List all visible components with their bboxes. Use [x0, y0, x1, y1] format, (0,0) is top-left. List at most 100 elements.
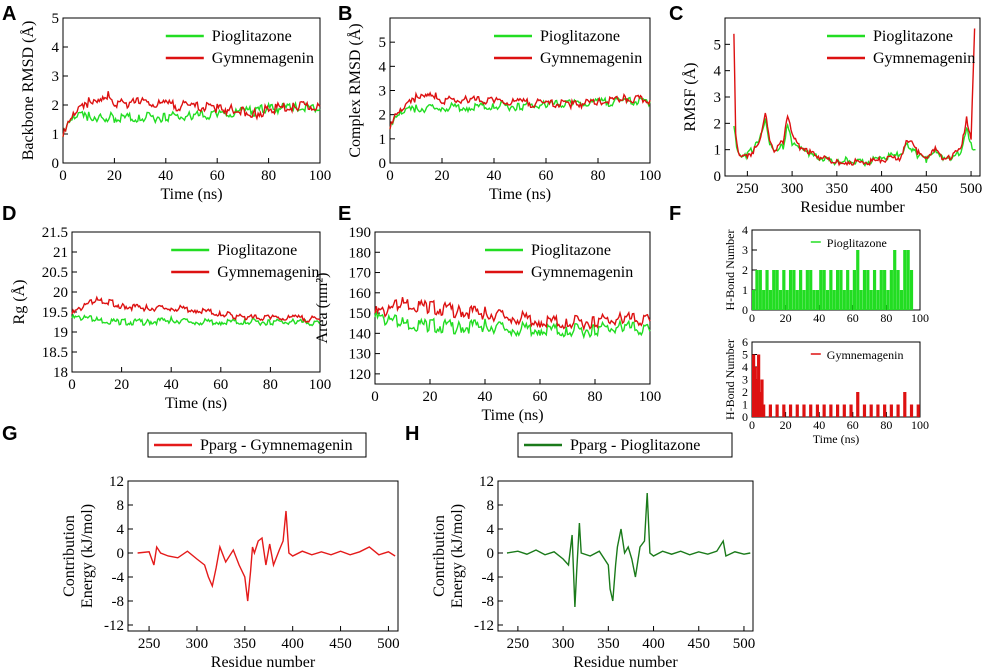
hbond-bar: [785, 290, 789, 310]
x-tick-label: 100: [309, 377, 332, 393]
panel-e: 0 20 40 60 80 100 120 130 140 150 160 170 180 190 Time…: [314, 225, 661, 424]
y-tick-label: 21.5: [42, 225, 68, 241]
y-axis-label: H-Bond Number: [723, 230, 737, 311]
hbond-bar: [829, 404, 833, 417]
y-tick-label: 1: [742, 283, 748, 297]
hbond-bar: [782, 404, 786, 417]
y-tick-label: 4: [379, 59, 387, 75]
hbond-bar: [876, 290, 880, 310]
hbond-bar: [862, 270, 867, 310]
x-tick-label: 20: [423, 389, 438, 405]
hbond-bar: [825, 290, 830, 310]
y-tick-label: -4: [482, 570, 495, 586]
plot-frame: [374, 231, 651, 385]
hbond-bar: [856, 392, 860, 417]
hbond-bar: [778, 290, 783, 310]
x-tick-label: 60: [533, 389, 548, 405]
x-tick-label: 20: [435, 168, 450, 184]
x-tick-label: 450: [329, 636, 352, 652]
y-tick-label: 1: [742, 398, 748, 412]
hbond-bar: [842, 290, 846, 310]
hbond-bar: [896, 270, 900, 310]
x-tick-label: 40: [164, 377, 179, 393]
hbond-bar: [802, 404, 806, 417]
panel-label-d: D: [2, 203, 16, 225]
y-tick-label: 190: [349, 225, 372, 241]
y-tick-label: 21: [53, 245, 68, 261]
legend-pioglitazone-label: Pioglitazone: [827, 236, 887, 250]
legend-gymnemagenin-label: Gymnemagenin: [540, 50, 642, 67]
x-tick-label: 400: [870, 181, 893, 197]
hbond-bar: [856, 250, 860, 310]
series-gymnemagenin: [733, 28, 976, 167]
plot-frame: [71, 231, 321, 373]
x-tick-label: 500: [733, 636, 756, 652]
y-tick-label: 5: [742, 348, 748, 362]
hbond-bar: [869, 404, 873, 417]
series-pparg-pioglitazone: [506, 492, 751, 608]
panel-b: 0 20 40 60 80 100 0 1 2 3 4 5 Time (ns) Complex RMSD …: [346, 17, 662, 203]
panel-label-b: B: [338, 3, 352, 25]
plot-frame: [127, 480, 399, 632]
panel-label-g: G: [2, 423, 18, 445]
y-tick-label: 12: [109, 474, 124, 490]
hbond-bar: [903, 392, 907, 417]
y-tick-label: 0: [52, 156, 60, 172]
y-tick-label: 4: [487, 522, 495, 538]
hbond-bar: [795, 290, 799, 310]
panel-label-e: E: [338, 203, 351, 225]
x-tick-label: 20: [780, 311, 792, 325]
y-tick-label: 20.5: [42, 265, 68, 281]
y-tick-label: 4: [742, 360, 748, 374]
x-tick-label: 40: [478, 389, 493, 405]
x-tick-label: 0: [749, 418, 755, 432]
hbond-bar: [757, 354, 761, 417]
hbond-bar: [762, 404, 766, 417]
panel-label-f: F: [669, 203, 681, 225]
y-tick-label: 5: [379, 35, 387, 51]
hbond-bar: [802, 290, 806, 310]
hbond-bar: [859, 290, 863, 310]
hbond-bar: [909, 404, 914, 417]
x-axis-label: Time (ns): [165, 395, 227, 412]
x-tick-label: 100: [639, 168, 662, 184]
y-tick-label: -4: [112, 570, 125, 586]
y-axis-label: Contribution Energy (kJ/mol): [431, 504, 466, 608]
x-tick-label: 300: [781, 181, 804, 197]
hbond-bar: [809, 404, 813, 417]
x-tick-label: 250: [736, 181, 759, 197]
y-axis-label: Complex RMSD (Å): [346, 23, 364, 157]
hbond-bar: [886, 290, 890, 310]
y-tick-label: 18.5: [42, 345, 68, 361]
x-tick-label: 40: [813, 311, 825, 325]
x-tick-label: 60: [539, 168, 554, 184]
hbond-bar: [903, 250, 907, 310]
hbond-bar: [832, 290, 836, 310]
hbond-bar: [805, 270, 809, 310]
hbond-bar: [765, 270, 769, 310]
y-tick-label: 3: [742, 243, 748, 257]
hbond-bar: [792, 270, 796, 310]
legend-gymnemagenin-label: Gymnemagenin: [212, 50, 314, 67]
hbond-bar: [836, 404, 840, 417]
x-tick-label: 60: [210, 168, 225, 184]
x-tick-label: 100: [911, 418, 929, 432]
hbond-bar: [849, 290, 853, 310]
legend-h-label: Pparg - Pioglitazone: [570, 437, 700, 454]
y-tick-label: -12: [104, 618, 124, 634]
x-tick-label: 500: [960, 181, 982, 197]
y-tick-label: 120: [349, 367, 372, 383]
plot-frame: [62, 17, 321, 164]
hbond-bar: [753, 367, 757, 417]
hbond-bar: [788, 404, 793, 417]
hbond-bar: [772, 270, 776, 310]
y-tick-label: 0: [742, 410, 748, 424]
y-axis-label: Rg (Å): [10, 280, 28, 325]
panel-label-a: A: [2, 3, 16, 25]
y-tick-label: 3: [714, 90, 722, 106]
hbond-bar: [782, 270, 786, 310]
y-axis-label-line: Energy (kJ/mol): [79, 504, 96, 608]
